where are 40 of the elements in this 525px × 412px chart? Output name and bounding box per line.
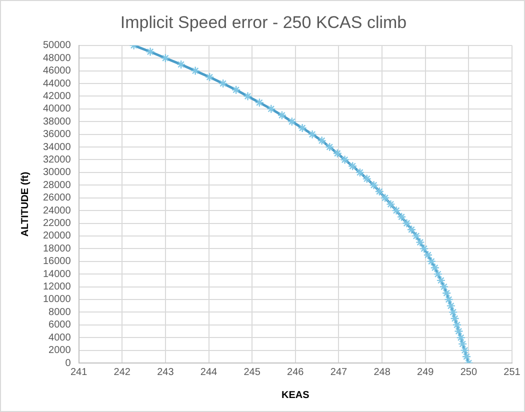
y-tick-label: 44000 [42, 78, 72, 90]
y-tick-label: 32000 [42, 154, 72, 166]
x-tick-label: 247 [330, 366, 348, 378]
x-tick-label: 250 [460, 366, 478, 378]
y-tick-label: 18000 [42, 243, 72, 254]
y-tick-label: 16000 [42, 256, 72, 268]
y-tick-label: 10000 [42, 294, 72, 306]
y-tick-label: 4000 [48, 332, 72, 344]
chart-title: Implicit Speed error - 250 KCAS climb [120, 12, 407, 32]
y-tick-label: 26000 [42, 192, 72, 204]
y-tick-label: 6000 [48, 320, 72, 331]
x-tick-label: 245 [244, 366, 261, 378]
x-tick-label: 242 [114, 366, 131, 378]
y-tick-label: 28000 [42, 180, 72, 191]
y-tick-label: 42000 [42, 90, 72, 102]
y-tick-label: 14000 [42, 268, 72, 280]
x-tick-label: 244 [200, 366, 218, 378]
y-tick-label: 40000 [42, 104, 72, 115]
x-tick-label: 248 [374, 366, 391, 378]
y-tick-label: 48000 [42, 52, 72, 64]
y-tick-label: 30000 [42, 167, 72, 178]
x-axis-title: KEAS [282, 390, 310, 401]
y-axis-title: ALTITUDE (ft) [20, 172, 31, 237]
y-tick-label: 46000 [42, 66, 72, 77]
x-tick-label: 249 [417, 366, 434, 378]
x-tick-label: 251 [504, 366, 521, 378]
y-tick-label: 50000 [42, 40, 72, 52]
y-tick-label: 24000 [42, 205, 72, 216]
y-tick-label: 22000 [42, 218, 72, 230]
y-tick-label: 36000 [42, 129, 72, 140]
y-tick-label: 34000 [42, 142, 72, 153]
x-tick-label: 241 [70, 366, 88, 378]
y-tick-label: 2000 [48, 345, 72, 356]
y-tick-label: 38000 [42, 116, 72, 128]
x-tick-label: 243 [157, 366, 174, 378]
y-tick-label: 8000 [48, 306, 72, 318]
y-tick-label: 0 [65, 358, 72, 369]
x-tick-label: 246 [287, 366, 304, 378]
y-tick-label: 12000 [42, 282, 72, 293]
y-tick-label: 20000 [42, 230, 72, 242]
